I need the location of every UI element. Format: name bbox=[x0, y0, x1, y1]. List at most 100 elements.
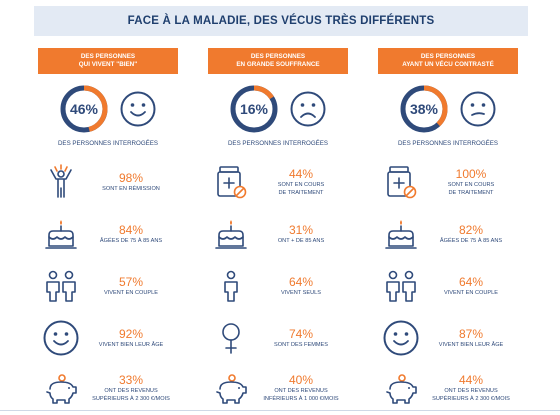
stat-label-line-2: SUPÉRIEURS À 2 300 €/MOIS bbox=[432, 396, 510, 402]
stat-label-line-1: SONT EN RÉMISSION bbox=[102, 186, 160, 192]
stat-row: 33% ONT DES REVENUS SUPÉRIEURS À 2 300 €/M… bbox=[38, 366, 178, 410]
percentage-ring: 46% bbox=[59, 84, 109, 134]
percentage-value: 46% bbox=[69, 101, 99, 117]
stat-value: 40% bbox=[288, 373, 314, 387]
stat-label-line-1: VIVENT BIEN LEUR ÂGE bbox=[438, 342, 504, 348]
stat-value: 64% bbox=[288, 275, 314, 289]
medicine-bottle-icon bbox=[378, 160, 424, 204]
birthday-cake-icon bbox=[378, 212, 424, 256]
stat-text: 82% ÂGÉES DE 75 À 85 ANS bbox=[424, 223, 518, 245]
sad-face-icon bbox=[289, 90, 327, 128]
percentage-ring: 38% bbox=[399, 84, 449, 134]
stat-label-line-1: ÂGÉES DE 75 À 85 ANS bbox=[99, 238, 163, 244]
stat-value: 31% bbox=[288, 223, 314, 237]
percentage-row: 16% bbox=[208, 80, 348, 138]
stat-text: 31% ONT + DE 85 ANS bbox=[254, 223, 348, 245]
stat-label-line-1: SONT EN COURS bbox=[447, 182, 495, 188]
stat-label-line-2: DE TRAITEMENT bbox=[278, 190, 324, 196]
stat-text: 44% SONT EN COURS DE TRAITEMENT bbox=[254, 167, 348, 197]
percentage-caption: DES PERSONNES INTERROGÉES bbox=[397, 140, 499, 147]
percentage-caption: DES PERSONNES INTERROGÉES bbox=[227, 140, 329, 147]
stat-value: 87% bbox=[458, 327, 484, 341]
stat-label-line-1: ONT DES REVENUS bbox=[274, 388, 328, 394]
stat-label-line-1: ONT DES REVENUS bbox=[444, 388, 498, 394]
stat-label-line-1: VIVENT SEULS bbox=[280, 290, 321, 296]
birthday-cake-icon bbox=[38, 212, 84, 256]
stat-text: 87% VIVENT BIEN LEUR ÂGE bbox=[424, 327, 518, 349]
banner-line-2: AYANT UN VÉCU CONTRASTÉ bbox=[402, 61, 494, 68]
group-column-3: DES PERSONNES AYANT UN VÉCU CONTRASTÉ 38% D… bbox=[378, 48, 518, 404]
person-celebrating-icon bbox=[38, 160, 84, 204]
banner-line-1: DES PERSONNES bbox=[80, 53, 136, 60]
group-banner: DES PERSONNES EN GRANDE SOUFFRANCE bbox=[208, 48, 348, 74]
birthday-cake-icon bbox=[208, 212, 254, 256]
stat-text: 64% VIVENT EN COUPLE bbox=[424, 275, 518, 297]
stat-value: 82% bbox=[458, 223, 484, 237]
percentage-caption: DES PERSONNES INTERROGÉES bbox=[57, 140, 159, 147]
neutral-face-icon bbox=[459, 90, 497, 128]
percentage-ring: 16% bbox=[229, 84, 279, 134]
stat-value: 33% bbox=[118, 373, 144, 387]
stat-row: 98% SONT EN RÉMISSION bbox=[38, 160, 178, 204]
percentage-value: 16% bbox=[239, 101, 269, 117]
piggy-bank-icon bbox=[38, 366, 84, 410]
stat-row: 87% VIVENT BIEN LEUR ÂGE bbox=[378, 316, 518, 360]
stat-row: 74% SONT DES FEMMES bbox=[208, 316, 348, 360]
stat-label-line-1: SONT EN COURS bbox=[277, 182, 325, 188]
stat-text: 40% ONT DES REVENUS INFÉRIEURS À 1 000 €/M… bbox=[254, 373, 348, 403]
stat-row: 100% SONT EN COURS DE TRAITEMENT bbox=[378, 160, 518, 204]
stat-row: 84% ÂGÉES DE 75 À 85 ANS bbox=[38, 212, 178, 256]
page-title: FACE À LA MALADIE, DES VÉCUS TRÈS DIFFÉR… bbox=[127, 15, 435, 27]
stat-value: 92% bbox=[118, 327, 144, 341]
banner-line-1: DES PERSONNES bbox=[420, 53, 476, 60]
smiley-icon bbox=[378, 316, 424, 360]
bottom-divider bbox=[0, 410, 560, 411]
stat-row: 57% VIVENT EN COUPLE bbox=[38, 264, 178, 308]
stat-row: 82% ÂGÉES DE 75 À 85 ANS bbox=[378, 212, 518, 256]
stat-text: 98% SONT EN RÉMISSION bbox=[84, 171, 178, 193]
stat-label-line-1: VIVENT EN COUPLE bbox=[444, 290, 498, 296]
female-symbol-icon bbox=[208, 316, 254, 360]
piggy-bank-icon bbox=[378, 366, 424, 410]
stat-text: 84% ÂGÉES DE 75 À 85 ANS bbox=[84, 223, 178, 245]
title-bar: FACE À LA MALADIE, DES VÉCUS TRÈS DIFFÉR… bbox=[34, 6, 528, 36]
stat-text: 33% ONT DES REVENUS SUPÉRIEURS À 2 300 €/M… bbox=[84, 373, 178, 403]
stat-value: 44% bbox=[458, 373, 484, 387]
stat-value: 98% bbox=[118, 171, 144, 185]
percentage-row: 38% bbox=[378, 80, 518, 138]
stat-value: 100% bbox=[455, 167, 487, 181]
stat-label-line-1: ONT + DE 85 ANS bbox=[277, 238, 325, 244]
group-banner: DES PERSONNES QUI VIVENT "BIEN" bbox=[38, 48, 178, 74]
stat-value: 44% bbox=[288, 167, 314, 181]
stat-value: 84% bbox=[118, 223, 144, 237]
stat-label-line-2: INFÉRIEURS À 1 000 €/MOIS bbox=[263, 396, 339, 402]
stat-label-line-1: VIVENT BIEN LEUR ÂGE bbox=[98, 342, 164, 348]
stat-row: 31% ONT + DE 85 ANS bbox=[208, 212, 348, 256]
stat-value: 74% bbox=[288, 327, 314, 341]
stat-label-line-1: ÂGÉES DE 75 À 85 ANS bbox=[439, 238, 503, 244]
happy-face-icon bbox=[119, 90, 157, 128]
stat-label-line-1: ONT DES REVENUS bbox=[104, 388, 158, 394]
smiley-icon bbox=[38, 316, 84, 360]
couple-icon bbox=[38, 264, 84, 308]
stat-label-line-1: VIVENT EN COUPLE bbox=[104, 290, 158, 296]
group-column-1: DES PERSONNES QUI VIVENT "BIEN" 46% DES PER… bbox=[38, 48, 178, 404]
stat-row: 44% SONT EN COURS DE TRAITEMENT bbox=[208, 160, 348, 204]
stat-label-line-2: DE TRAITEMENT bbox=[448, 190, 494, 196]
stat-value: 57% bbox=[118, 275, 144, 289]
stat-row: 40% ONT DES REVENUS INFÉRIEURS À 1 000 €/M… bbox=[208, 366, 348, 410]
stat-text: 74% SONT DES FEMMES bbox=[254, 327, 348, 349]
stat-value: 64% bbox=[458, 275, 484, 289]
stat-row: 64% VIVENT SEULS bbox=[208, 264, 348, 308]
single-person-icon bbox=[208, 264, 254, 308]
stat-row: 44% ONT DES REVENUS SUPÉRIEURS À 2 300 €/M… bbox=[378, 366, 518, 410]
stat-text: 100% SONT EN COURS DE TRAITEMENT bbox=[424, 167, 518, 197]
group-banner: DES PERSONNES AYANT UN VÉCU CONTRASTÉ bbox=[378, 48, 518, 74]
stat-text: 57% VIVENT EN COUPLE bbox=[84, 275, 178, 297]
couple-icon bbox=[378, 264, 424, 308]
stat-text: 64% VIVENT SEULS bbox=[254, 275, 348, 297]
banner-line-2: QUI VIVENT "BIEN" bbox=[78, 61, 138, 68]
group-column-2: DES PERSONNES EN GRANDE SOUFFRANCE 16% DES … bbox=[208, 48, 348, 404]
banner-line-2: EN GRANDE SOUFFRANCE bbox=[236, 61, 320, 68]
banner-line-1: DES PERSONNES bbox=[250, 53, 306, 60]
